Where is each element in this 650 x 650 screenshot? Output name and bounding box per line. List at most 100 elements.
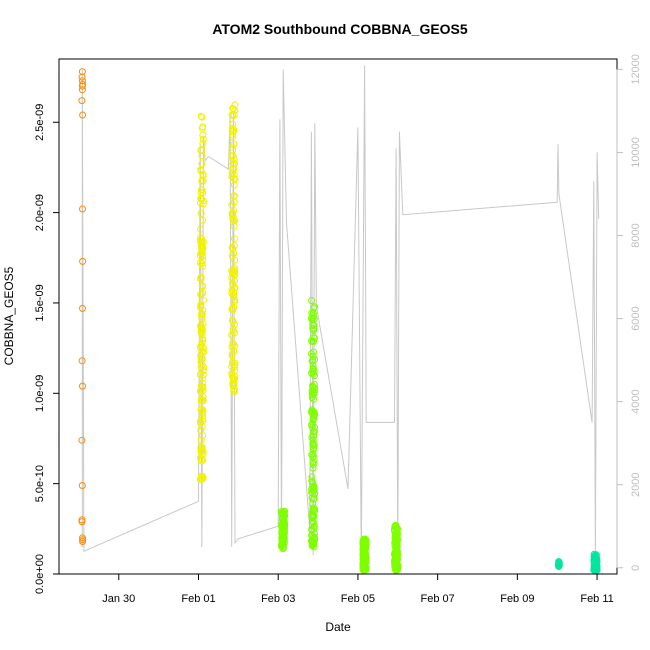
data-point: [78, 82, 86, 90]
data-point: [310, 322, 318, 329]
data-point: [309, 446, 317, 454]
data-point: [198, 186, 206, 194]
data-point: [199, 135, 207, 143]
data-point: [362, 558, 370, 566]
data-point: [78, 86, 86, 94]
data-point: [279, 524, 287, 532]
data-point: [230, 126, 238, 134]
data-point: [361, 565, 369, 573]
data-point: [309, 500, 317, 508]
data-point: [309, 382, 316, 390]
data-point: [309, 464, 317, 472]
data-point: [199, 131, 207, 139]
data-point: [309, 338, 317, 346]
data-point: [309, 461, 317, 469]
data-point: [231, 101, 239, 109]
data-point: [198, 147, 206, 154]
data-point: [231, 329, 239, 337]
data-point: [310, 333, 318, 341]
data-point: [197, 290, 205, 298]
data-point: [308, 542, 316, 550]
data-point: [196, 234, 204, 242]
data-point: [78, 73, 86, 81]
data-point: [590, 550, 598, 558]
data-point: [228, 124, 236, 132]
data-point: [229, 325, 237, 333]
data-point: [199, 371, 207, 379]
y2-tick-label: 10000: [630, 137, 642, 168]
x-axis: Jan 30 Feb 01 Feb 03 Feb 05 Feb 07 Feb 09 Feb …: [102, 574, 614, 605]
data-point: [309, 453, 317, 461]
data-point: [310, 395, 318, 403]
data-point: [197, 275, 205, 283]
data-point: [310, 487, 318, 494]
data-point: [198, 124, 206, 132]
data-point: [228, 350, 236, 358]
data-point: [230, 385, 238, 393]
data-point: [197, 387, 205, 395]
data-point: [308, 514, 316, 522]
data-point: [199, 197, 207, 205]
data-point: [308, 473, 316, 481]
data-point: [310, 412, 318, 419]
data-point: [278, 543, 286, 551]
data-point: [391, 543, 399, 551]
data-point: [197, 322, 204, 330]
y-tick-label: 1.5e-09: [34, 284, 46, 321]
data-point: [79, 205, 86, 213]
data-point: [230, 375, 238, 383]
data-point: [359, 550, 367, 558]
data-point: [197, 419, 205, 427]
data-point: [230, 156, 238, 164]
data-point: [359, 538, 367, 546]
data-point: [308, 389, 316, 397]
data-point: [228, 172, 236, 180]
data-point: [198, 383, 206, 391]
data-point: [309, 420, 317, 428]
data-point: [228, 127, 236, 135]
data-point: [310, 304, 318, 312]
data-point: [78, 357, 86, 365]
data-point: [198, 395, 205, 403]
y2-tick-label: 2000: [630, 472, 642, 496]
data-point: [310, 525, 318, 533]
data-point: [308, 297, 315, 305]
data-point: [229, 245, 237, 253]
x-tick-label: Jan 30: [102, 593, 135, 605]
data-point: [359, 563, 367, 571]
data-point: [228, 267, 236, 275]
data-point: [199, 417, 207, 425]
data-point: [229, 373, 236, 381]
data-point: [591, 555, 599, 563]
altitude-line-layer: [81, 65, 600, 560]
data-point: [198, 339, 206, 347]
data-point: [309, 365, 317, 373]
data-point: [197, 351, 205, 359]
data-point: [196, 343, 204, 351]
data-points-layer: [78, 68, 601, 574]
data-point: [199, 289, 207, 297]
chart-title: ATOM2 Southbound COBBNA_GEOS5: [212, 21, 468, 37]
y-axis-left: 0.0e+00 5.0e-10 1.0e-09 1.5e-09 2.0e-09 2.5e-…: [34, 104, 60, 594]
data-point: [198, 443, 206, 451]
data-point: [199, 397, 207, 405]
data-point: [196, 371, 204, 378]
data-point: [198, 282, 206, 290]
y-tick-label: 1.0e-09: [34, 375, 46, 412]
x-tick-label: Feb 05: [341, 593, 375, 605]
data-point: [361, 551, 368, 559]
data-point: [199, 396, 207, 404]
data-point: [78, 97, 86, 105]
data-point: [278, 533, 286, 541]
data-point: [279, 531, 287, 539]
data-point: [230, 303, 238, 311]
data-point: [309, 416, 317, 424]
y-tick-label: 2.5e-09: [34, 104, 46, 141]
y2-tick-label: 6000: [630, 306, 642, 330]
data-point: [310, 390, 318, 398]
data-point: [197, 112, 205, 120]
data-point: [391, 539, 399, 547]
data-point: [392, 521, 400, 529]
data-point: [311, 507, 318, 515]
